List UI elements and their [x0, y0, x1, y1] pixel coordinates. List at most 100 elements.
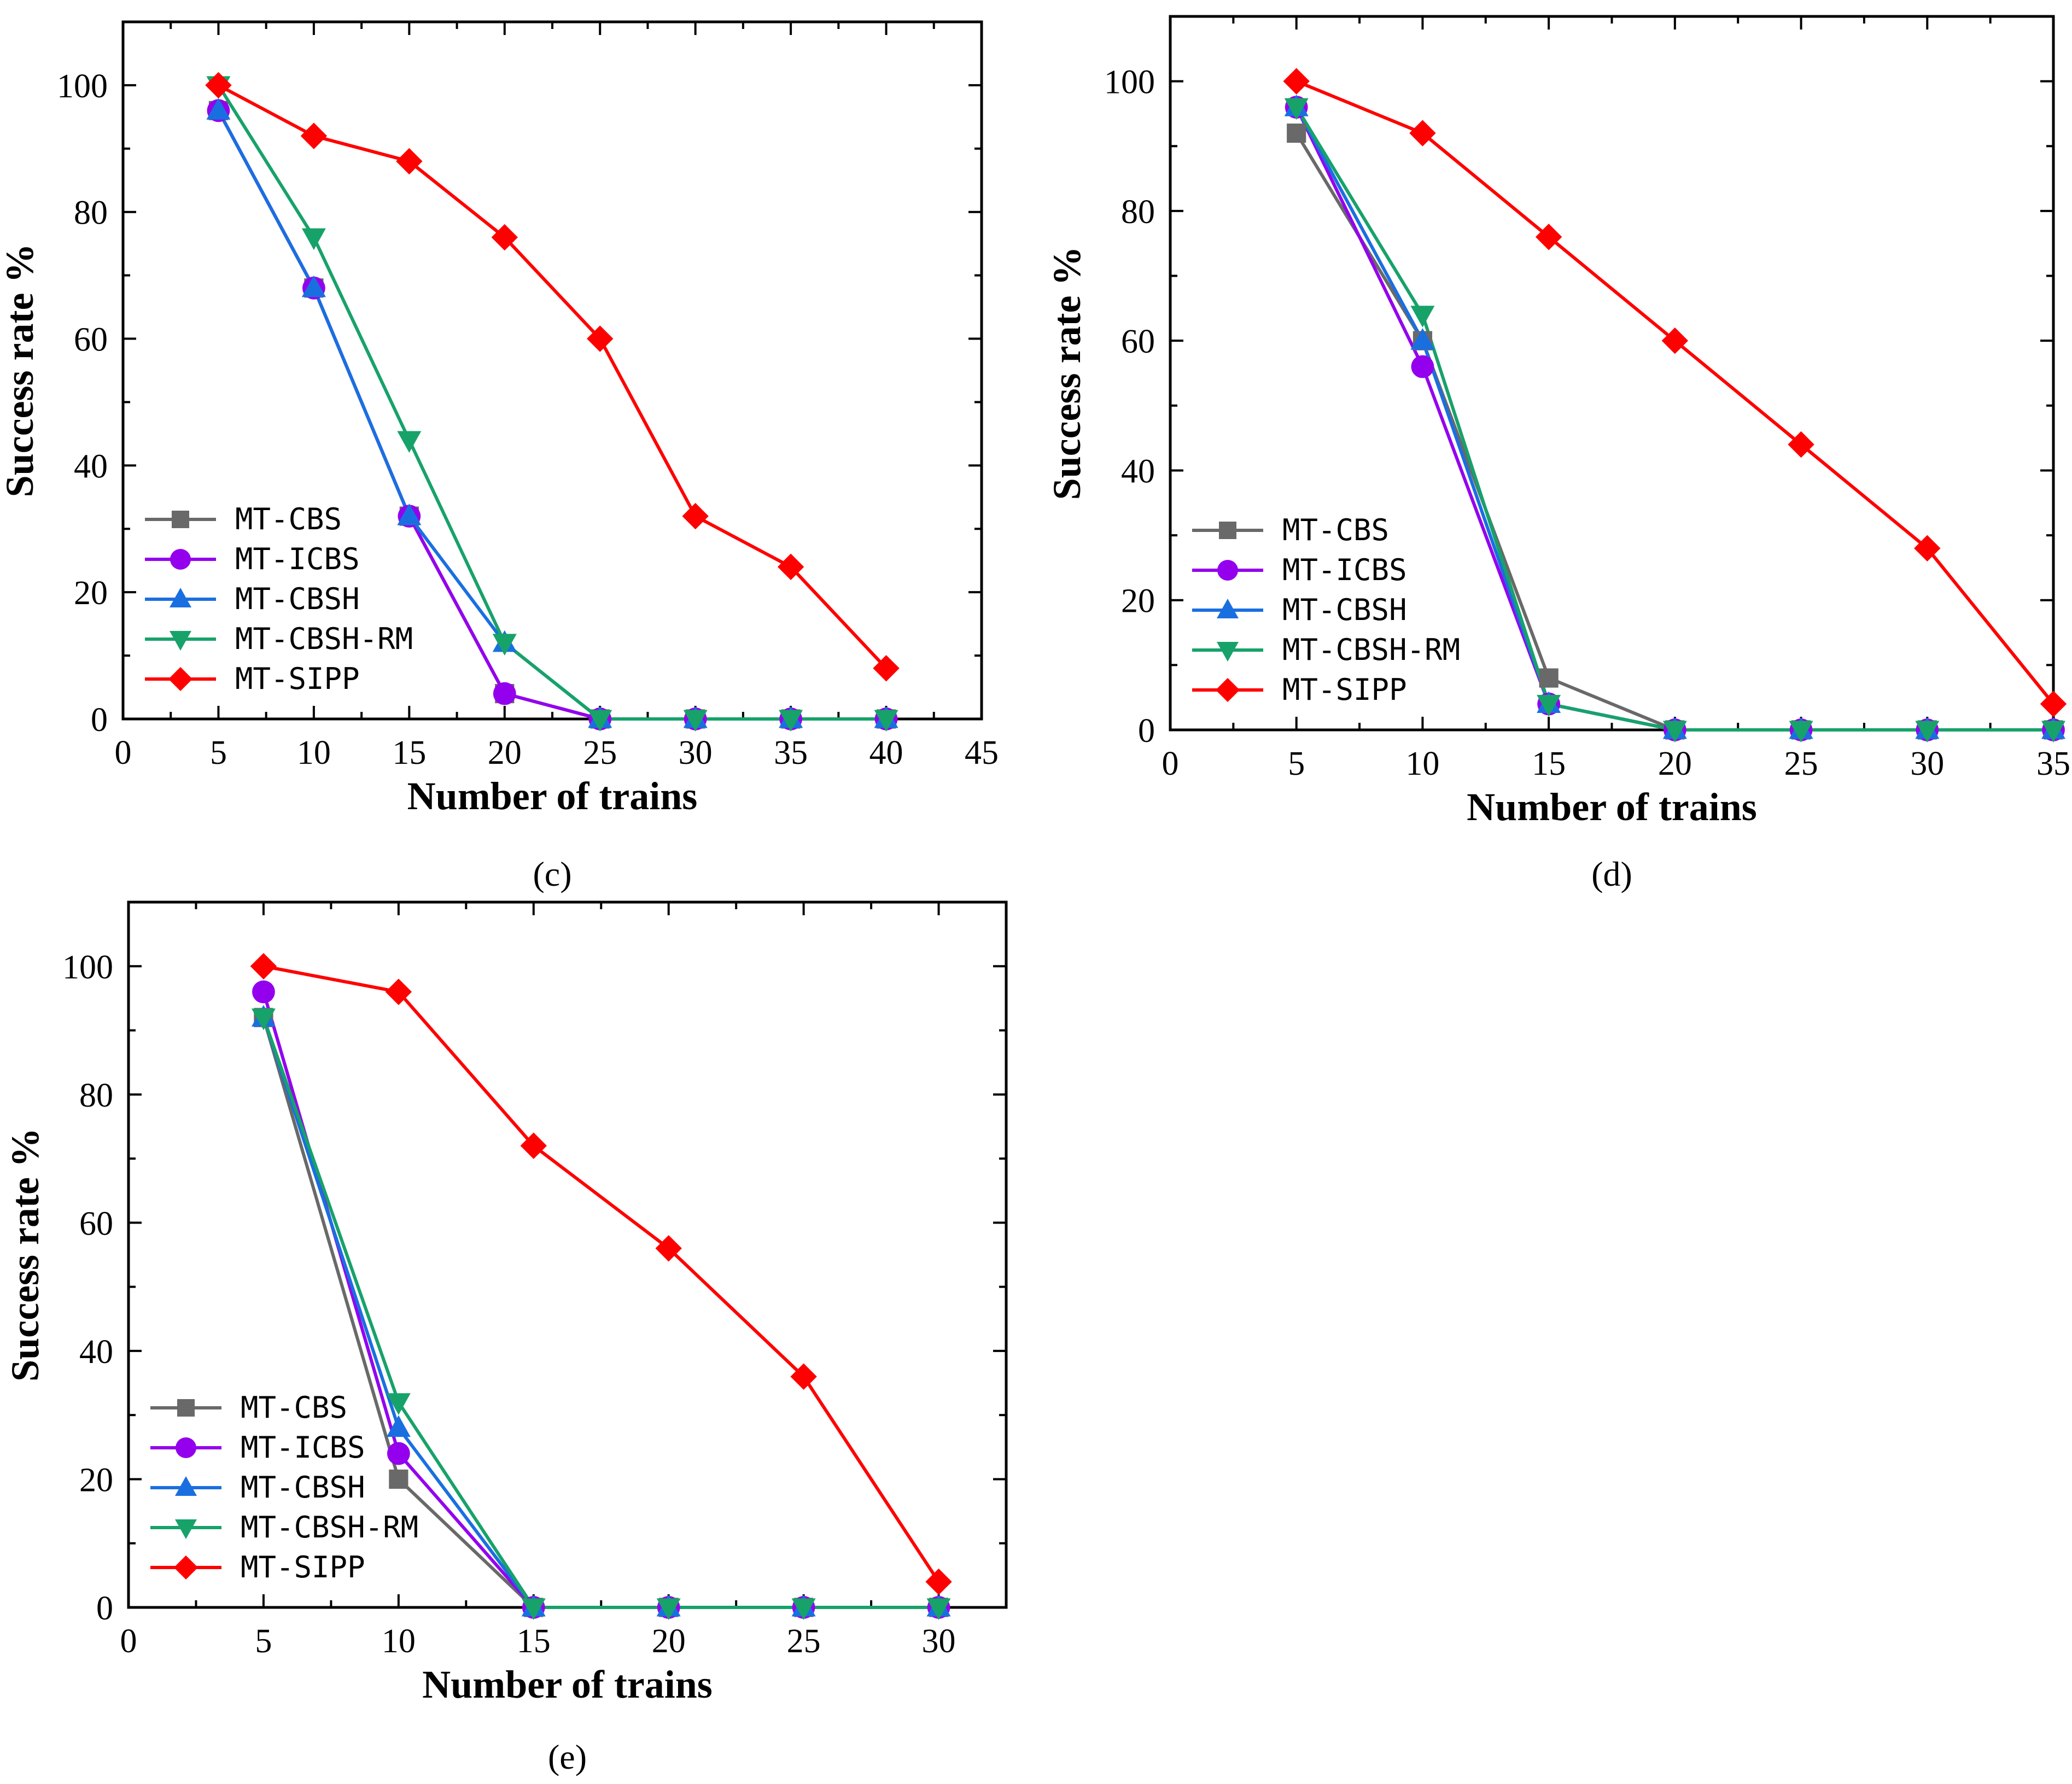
data-point-mt-icbs [387, 1442, 410, 1465]
x-tick-label: 45 [965, 734, 999, 771]
data-point-mt-sipp [520, 1132, 547, 1159]
legend-marker [1217, 599, 1239, 618]
legend-label: MT-ICBS [241, 1430, 365, 1465]
x-axis-title: Number of trains [422, 1663, 713, 1706]
legend-label: MT-CBSH-RM [241, 1510, 418, 1545]
legend-marker [176, 1437, 196, 1458]
legend-marker [170, 631, 191, 651]
legend-marker [177, 1399, 195, 1417]
data-point-mt-sipp [250, 953, 277, 980]
x-tick-label: 5 [255, 1623, 272, 1660]
data-point-mt-sipp [491, 224, 518, 251]
x-tick-label: 15 [517, 1623, 551, 1660]
y-tick-label: 100 [1104, 64, 1155, 101]
data-point-mt-cbsh-rm [926, 1598, 951, 1621]
data-point-mt-sipp [587, 325, 614, 352]
legend-marker [170, 588, 191, 607]
data-point-mt-sipp [1661, 327, 1689, 354]
data-point-mt-cbsh-rm [1662, 721, 1687, 743]
series-line-mt-sipp [263, 964, 941, 1583]
legend-label: MT-CBS [235, 502, 342, 536]
legend-label: MT-CBSH [241, 1470, 365, 1505]
data-point-mt-sipp [682, 502, 709, 530]
legend-label: MT-CBS [241, 1390, 347, 1425]
chart-panel-1: 0 5 10 15 20 25 30 35 0 20 40 60 80 100 Number of trai… [1045, 15, 2070, 893]
data-point-mt-cbsh-rm [779, 710, 803, 732]
y-tick-label: 0 [96, 1590, 113, 1627]
data-point-mt-cbsh-rm [1284, 98, 1309, 120]
data-point-mt-icbs [493, 682, 516, 705]
legend-label: MT-ICBS [235, 542, 360, 576]
y-tick-label: 40 [79, 1333, 113, 1371]
y-tick-label: 60 [1121, 323, 1155, 360]
legend-marker [175, 1519, 197, 1539]
x-tick-label: 30 [1910, 745, 1944, 782]
x-tick-label: 0 [1162, 745, 1179, 782]
data-point-mt-cbsh-rm [492, 634, 517, 656]
legend-marker [168, 667, 192, 691]
x-tick-label: 40 [869, 734, 903, 771]
data-point-mt-sipp [205, 72, 232, 99]
y-axis-title: Success rate % [0, 244, 42, 498]
y-tick-label: 20 [74, 575, 108, 612]
data-point-mt-cbs [1539, 668, 1559, 688]
data-point-mt-cbsh-rm [683, 710, 708, 732]
data-point-mt-cbsh [397, 503, 422, 525]
y-axis-title: Success rate % [3, 1128, 47, 1382]
chart-panel-2: 0 5 10 15 20 25 30 0 20 40 60 80 100 Number of trains… [3, 900, 1008, 1776]
data-point-mt-sipp [1535, 224, 1562, 250]
y-tick-label: 100 [57, 68, 108, 105]
x-tick-label: 10 [382, 1623, 416, 1660]
legend-label: MT-SIPP [1282, 672, 1407, 707]
y-axis-title: Success rate % [1045, 247, 1089, 500]
data-point-mt-sipp [1914, 535, 1941, 562]
x-axis-title: Number of trains [407, 774, 698, 818]
legend-marker [174, 1555, 198, 1580]
x-tick-label: 25 [583, 734, 617, 771]
x-tick-label: 20 [652, 1623, 686, 1660]
x-tick-label: 10 [1405, 745, 1439, 782]
data-point-mt-sipp [655, 1235, 682, 1262]
y-tick-label: 100 [62, 949, 113, 986]
data-point-mt-cbsh-rm [386, 1393, 411, 1415]
x-tick-label: 0 [120, 1623, 137, 1660]
panel-label: (d) [1591, 855, 1632, 893]
data-point-mt-sipp [777, 553, 804, 581]
data-point-mt-sipp [873, 655, 900, 682]
data-point-mt-cbsh-rm [1915, 721, 1940, 743]
legend-marker [170, 549, 191, 570]
panel-label: (c) [533, 855, 571, 893]
x-tick-label: 0 [115, 734, 132, 771]
data-point-mt-sipp [396, 148, 423, 175]
legend-label: MT-CBSH [1282, 593, 1407, 627]
legend-label: MT-ICBS [1282, 553, 1407, 587]
x-tick-label: 5 [210, 734, 227, 771]
series-line-mt-sipp [1295, 79, 2055, 705]
data-point-mt-cbsh-rm [791, 1598, 816, 1621]
y-tick-label: 80 [74, 195, 108, 232]
y-tick-label: 80 [79, 1077, 113, 1114]
data-point-mt-cbsh-rm [397, 431, 422, 453]
y-tick-label: 60 [74, 321, 108, 359]
data-point-mt-cbsh-rm [1789, 721, 1813, 743]
data-point-mt-sipp [300, 122, 328, 149]
legend-marker [1217, 642, 1239, 662]
x-axis-title: Number of trains [1467, 785, 1757, 829]
data-point-mt-icbs [1411, 355, 1434, 378]
legend-label: MT-SIPP [235, 662, 360, 696]
data-point-mt-cbsh [301, 275, 326, 297]
series-line-mt-cbsh-rm [262, 1017, 939, 1609]
legend-marker [175, 1476, 197, 1496]
data-point-mt-cbsh-rm [1410, 306, 1435, 327]
data-point-mt-sipp [1409, 120, 1436, 147]
x-tick-label: 20 [488, 734, 522, 771]
data-point-mt-cbs [1287, 123, 1306, 143]
legend-label: MT-CBSH-RM [235, 622, 413, 656]
data-point-mt-icbs [252, 980, 275, 1004]
legend-marker [1216, 678, 1240, 702]
y-tick-label: 20 [1121, 583, 1155, 620]
legend-marker [172, 511, 189, 528]
x-tick-label: 35 [774, 734, 808, 771]
data-point-mt-cbsh-rm [521, 1598, 546, 1621]
